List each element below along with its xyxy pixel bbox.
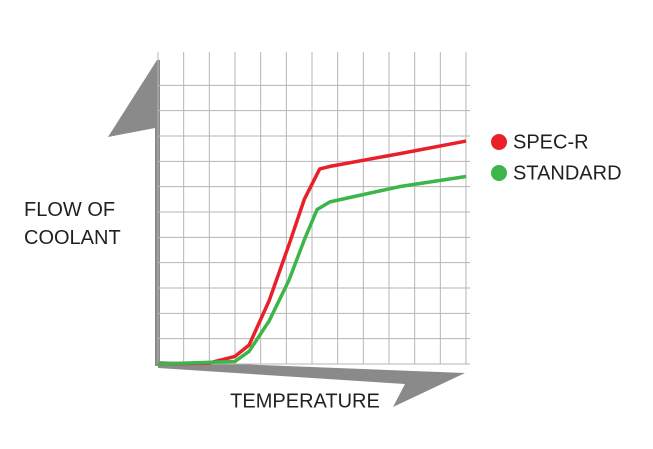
x-axis-label: TEMPERATURE (230, 390, 380, 412)
legend-label: SPEC-R (513, 131, 589, 153)
legend: SPEC-R STANDARD (491, 131, 622, 184)
y-axis-arrow (108, 60, 160, 366)
x-axis-arrow (158, 361, 465, 407)
legend-marker (491, 165, 507, 181)
grid (157, 52, 470, 365)
legend-label: STANDARD (513, 162, 622, 184)
y-axis-label: FLOW OF COOLANT (24, 199, 121, 249)
series-line (157, 174, 467, 366)
series-line (157, 139, 467, 366)
legend-marker (491, 134, 507, 150)
lines (157, 139, 467, 366)
